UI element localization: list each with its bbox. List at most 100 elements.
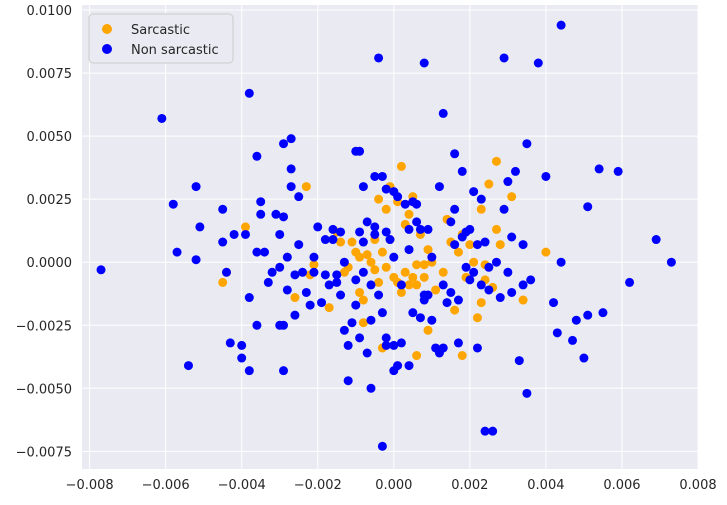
data-point — [377, 308, 387, 318]
data-point — [256, 197, 266, 207]
data-point — [503, 267, 513, 277]
data-point — [571, 315, 581, 325]
data-point — [271, 209, 281, 219]
y-tick-label: −0.0050 — [16, 382, 72, 397]
data-point — [594, 164, 604, 174]
data-point — [404, 361, 414, 371]
data-point — [488, 426, 498, 436]
data-point — [442, 298, 452, 308]
data-point — [351, 300, 361, 310]
data-point — [412, 280, 422, 290]
data-point — [499, 53, 509, 63]
data-point — [191, 255, 201, 265]
data-point — [381, 184, 391, 194]
data-point — [427, 315, 437, 325]
data-point — [389, 252, 399, 262]
data-point — [446, 217, 456, 227]
data-point — [533, 58, 543, 68]
data-point — [324, 303, 334, 313]
data-point — [465, 240, 475, 250]
data-point — [423, 245, 433, 255]
y-tick-label: 0.0050 — [27, 130, 73, 145]
data-point — [286, 134, 296, 144]
data-point — [381, 340, 391, 350]
data-point — [263, 277, 273, 287]
data-point — [290, 310, 300, 320]
data-point — [412, 260, 422, 270]
data-point — [556, 257, 566, 267]
data-point — [476, 194, 486, 204]
data-point — [510, 166, 520, 176]
y-tick-label: −0.0025 — [16, 319, 72, 334]
legend-box — [88, 13, 234, 64]
data-point — [355, 227, 365, 237]
data-point — [370, 265, 380, 275]
data-point — [237, 340, 247, 350]
data-point — [332, 270, 342, 280]
data-point — [446, 287, 456, 297]
data-point — [472, 240, 482, 250]
x-tick-label: 0.008 — [679, 478, 716, 493]
data-point — [419, 272, 429, 282]
data-point — [309, 252, 319, 262]
data-point — [374, 277, 384, 287]
data-point — [366, 257, 376, 267]
y-tick-label: 0.0000 — [27, 256, 73, 271]
data-point — [423, 290, 433, 300]
data-point — [328, 224, 338, 234]
data-point — [556, 20, 566, 30]
data-point — [453, 338, 463, 348]
data-point — [362, 250, 372, 260]
data-point — [526, 275, 536, 285]
data-point — [381, 204, 391, 214]
data-point — [476, 280, 486, 290]
data-point — [358, 267, 368, 277]
data-point — [244, 88, 254, 98]
data-point — [457, 351, 467, 361]
data-point — [415, 224, 425, 234]
data-point — [351, 275, 361, 285]
data-point — [347, 237, 357, 247]
data-point — [252, 320, 262, 330]
legend: Sarcastic Non sarcastic — [88, 13, 234, 64]
data-point — [313, 222, 323, 232]
data-point — [362, 217, 372, 227]
data-point — [381, 262, 391, 272]
data-point — [438, 267, 448, 277]
x-tick-label: 0.000 — [375, 478, 412, 493]
data-point — [549, 298, 559, 308]
data-point — [495, 240, 505, 250]
data-point — [355, 146, 365, 156]
data-point — [358, 182, 368, 192]
data-point — [301, 287, 311, 297]
legend-label-non-sarcastic: Non sarcastic — [131, 43, 219, 58]
data-point — [362, 348, 372, 358]
data-point — [218, 204, 228, 214]
data-point — [484, 285, 494, 295]
y-tick-label: −0.0075 — [16, 445, 72, 460]
data-point — [423, 224, 433, 234]
data-point — [476, 204, 486, 214]
data-point — [358, 318, 368, 328]
data-point — [666, 257, 676, 267]
data-point — [400, 267, 410, 277]
data-point — [244, 366, 254, 376]
data-point — [472, 313, 482, 323]
data-point — [541, 171, 551, 181]
y-tick-label: 0.0025 — [27, 193, 73, 208]
data-point — [377, 171, 387, 181]
data-point — [568, 335, 578, 345]
series-non-sarcastic — [96, 20, 676, 451]
data-point — [495, 293, 505, 303]
data-point — [290, 293, 300, 303]
data-point — [191, 182, 201, 192]
data-point — [419, 260, 429, 270]
data-point — [168, 199, 178, 209]
data-point — [275, 229, 285, 239]
data-point — [343, 340, 353, 350]
data-point — [465, 224, 475, 234]
data-point — [290, 270, 300, 280]
data-point — [332, 277, 342, 287]
data-point — [469, 187, 479, 197]
data-point — [294, 240, 304, 250]
